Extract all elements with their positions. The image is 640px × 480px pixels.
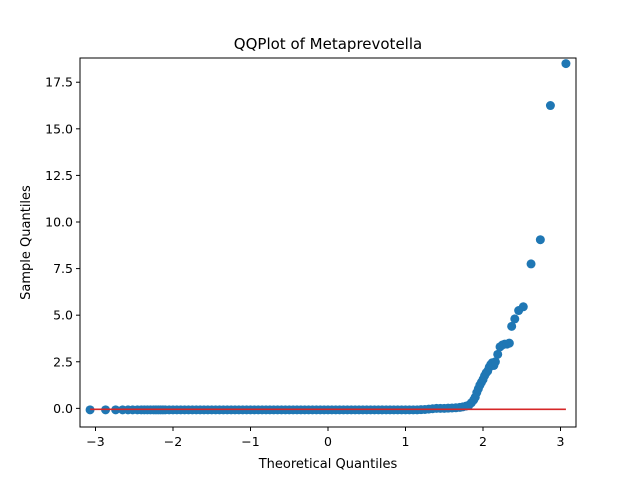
y-tick-label: 7.5 [53,261,73,276]
y-tick-label: 12.5 [45,168,73,183]
x-tick-label: 2 [479,434,487,449]
x-tick-label: 0 [324,434,332,449]
y-tick-label: 2.5 [53,354,73,369]
x-tick-label: −3 [86,434,104,449]
y-axis-ticks: 0.0 2.5 5.0 7.5 10.0 12.5 15.0 17.5 [45,75,80,416]
chart-title: QQPlot of Metaprevotella [234,35,422,53]
y-tick-label: 5.0 [53,308,73,323]
x-tick-label: 1 [402,434,410,449]
data-point [526,259,536,269]
data-point [510,314,520,324]
data-point [545,101,555,111]
plot-area [85,59,571,415]
x-axis-label: Theoretical Quantiles [258,457,398,472]
data-point [490,357,500,367]
y-axis-label: Sample Quantiles [19,185,34,300]
data-point [493,349,503,359]
y-tick-label: 0.0 [53,401,73,416]
y-tick-label: 17.5 [45,75,73,90]
data-point [518,302,528,312]
axes-frame [79,57,577,428]
x-tick-label: −1 [241,434,259,449]
y-tick-label: 10.0 [45,215,73,230]
data-point [535,235,545,245]
data-point [504,338,514,348]
x-axis-ticks: −3 −2 −1 0 1 2 3 [86,427,564,449]
data-points-layer [85,59,571,415]
x-tick-label: −2 [164,434,182,449]
data-point [507,321,517,331]
data-point [561,59,571,69]
x-tick-label: 3 [557,434,565,449]
y-tick-label: 15.0 [45,121,73,136]
